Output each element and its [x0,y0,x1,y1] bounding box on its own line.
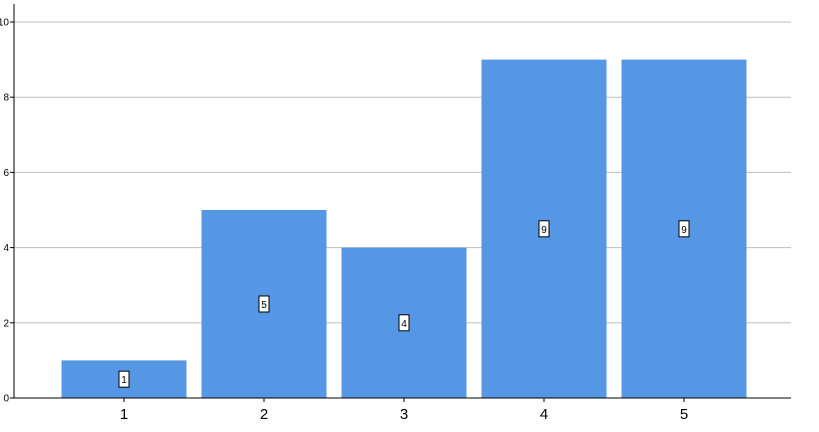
x-tick-label-2: 2 [260,406,268,423]
y-tick-label-4: 4 [3,243,9,254]
data-label-box-1 [118,370,130,388]
data-label-4: 9 [541,225,547,236]
x-tick-label-3: 3 [400,406,408,423]
data-label-5: 9 [681,225,687,236]
data-label-box-5 [678,220,690,238]
bars [61,59,747,398]
data-label-2: 5 [261,300,267,311]
data-label-box-4 [538,220,550,238]
data-label-3: 4 [401,319,407,330]
data-label-box-3 [398,314,410,332]
data-label-box-2 [258,295,270,313]
y-tick-label-6: 6 [3,168,9,179]
data-label-1: 1 [121,375,127,386]
y-tick-label-8: 8 [3,93,9,104]
x-tick-label-5: 5 [680,406,688,423]
x-tick-label-1: 1 [120,406,128,423]
data-labels: 1 5 4 9 9 [118,220,690,388]
x-tick-label-4: 4 [540,406,548,423]
y-tick-label-0: 0 [3,394,9,405]
y-tick-label-2: 2 [3,318,9,329]
y-tick-label-10: 10 [0,18,9,29]
